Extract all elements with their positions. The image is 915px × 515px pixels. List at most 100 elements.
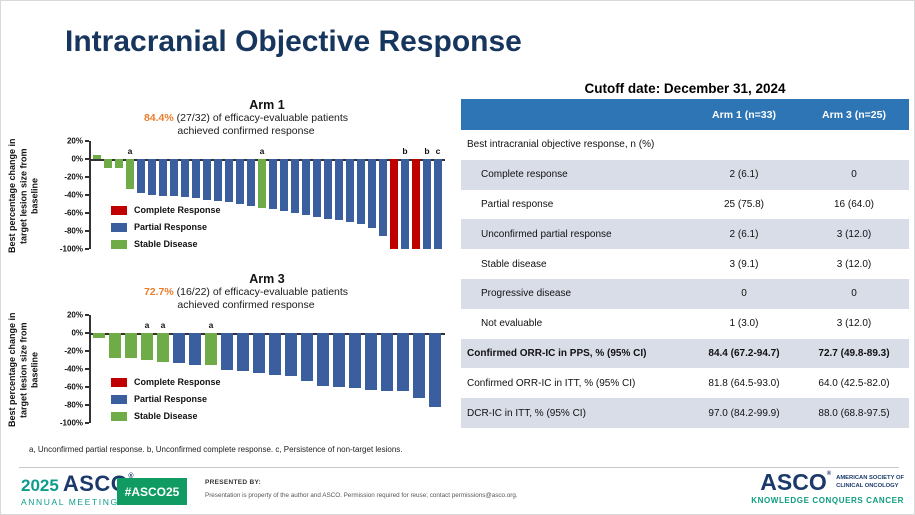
waterfall-bar [258,159,266,208]
waterfall-bar [104,159,112,168]
value-arm1: 81.8 (64.5-93.0) [708,377,780,389]
y-axis-tick-mark [85,422,89,424]
value-arm3: 88.0 (68.8-97.5) [818,407,890,419]
waterfall-bar [302,159,310,215]
table-row: Confirmed ORR-IC in PPS, % (95% CI) 84.4 … [461,338,909,369]
legend-label: Partial Response [134,222,208,232]
waterfall-bar [285,333,297,377]
waterfall-bar [333,333,345,387]
table-body: Best intracranial objective response, n … [461,130,909,428]
waterfall-bar [157,333,169,362]
value-arm1: 84.4 (67.2-94.7) [708,347,780,359]
value-arm3: 0 [851,288,857,300]
y-axis-tick-label: -60% [64,382,83,392]
legend-swatch [111,205,127,215]
asco-tagline: KNOWLEDGE CONQUERS CANCER [751,496,904,505]
y-axis-tick-mark [85,332,89,334]
permission-disclaimer: Presentation is property of the author a… [205,492,518,499]
legend-label: Stable Disease [134,411,198,421]
legend-label: Complete Response [134,377,221,387]
legend-item: Complete Response [111,377,221,387]
waterfall-bar [313,159,321,217]
legend-swatch [111,411,127,421]
value-arm3: 3 (12.0) [836,258,872,270]
waterfall-bar [379,159,387,237]
value-arm1: 97.0 (84.2-99.9) [708,407,780,419]
waterfall-bar [159,159,167,196]
waterfall-bar [126,159,134,189]
row-label: Stable disease [481,258,547,270]
table-row: Unconfirmed partial response 2 (6.1) 3 (12… [461,219,909,250]
y-axis-tick-label: 20% [66,136,83,146]
waterfall-bar [324,159,332,220]
row-label: Complete response [481,169,568,181]
waterfall-bar [365,333,377,390]
legend-swatch [111,222,127,232]
y-axis-tick-mark [85,212,89,214]
y-axis-tick-label: -60% [64,208,83,218]
registered-mark: ® [826,471,832,477]
value-arm1: 25 (75.8) [723,198,765,210]
value-arm3: 64.0 (42.5-82.0) [818,377,890,389]
chart-subtitle-text: (16/22) of efficacy-evaluable patients [173,286,349,298]
y-axis-line [89,141,91,249]
waterfall-bar [423,159,431,249]
waterfall-bar [125,333,137,359]
legend-item: Partial Response [111,394,221,404]
value-arm3: 16 (64.0) [833,198,875,210]
y-axis-tick-label: -40% [64,364,83,374]
waterfall-bar [181,159,189,197]
results-table: Arm 1 (n=33) Arm 3 (n=25) Best intracran… [461,99,909,428]
row-label: Progressive disease [481,288,572,300]
legend-swatch [111,377,127,387]
waterfall-bar [412,159,420,249]
y-axis-tick-label: 0% [71,154,83,164]
table-row: Progressive disease 0 0 [461,278,909,309]
value-arm3: 0 [851,169,857,181]
y-axis-tick-label: -20% [64,346,83,356]
value-arm1: 0 [741,288,747,300]
value-arm3: 72.7 (49.8-89.3) [818,347,890,359]
legend-label: Partial Response [134,394,208,404]
y-axis-tick-mark [85,230,89,232]
waterfall-bar [137,159,145,194]
y-axis-tick-label: 0% [71,328,83,338]
bar-annotation: b [424,146,430,156]
waterfall-bar [291,159,299,213]
y-axis-tick-mark [85,386,89,388]
waterfall-bar [401,159,409,249]
response-rate-highlight: 84.4% [143,112,174,124]
y-axis-tick-mark [85,176,89,178]
waterfall-bar [269,333,281,376]
table-row: Best intracranial objective response, n … [461,130,909,160]
value-arm1: 2 (6.1) [729,228,759,240]
row-label: Best intracranial objective response, n … [467,139,655,151]
waterfall-bar [397,333,409,391]
legend-item: Partial Response [111,222,221,232]
value-arm3: 3 (12.0) [836,228,872,240]
chart-subtitle-line2-arm3: achieved confirmed response [177,299,315,311]
hashtag-badge: #ASCO25 [117,478,187,505]
waterfall-bar [148,159,156,195]
legend-item: Stable Disease [111,239,221,249]
table-row: Not evaluable 1 (3.0) 3 (12.0) [461,308,909,339]
legend-swatch [111,239,127,249]
legend-item: Complete Response [111,205,221,215]
waterfall-bar [434,159,442,249]
y-axis-tick-mark [85,368,89,370]
chart-subtitle-arm1: 84.4% (27/32) of efficacy-evaluable pati… [26,112,466,124]
waterfall-bar [237,333,249,371]
chart-plot-area-arm3: 20% 0% -20% -40% -60% -80% -100% a a a Complete Re… [60,311,447,428]
table-row: Confirmed ORR-IC in ITT, % (95% CI) 81.8 … [461,368,909,399]
waterfall-bar [93,333,105,339]
table-row: DCR-IC in ITT, % (95% CI) 97.0 (84.2-99.9… [461,398,909,428]
y-axis-tick-mark [85,314,89,316]
y-axis-tick-mark [85,194,89,196]
waterfall-bar [170,159,178,196]
waterfall-bar [141,333,153,360]
row-label: DCR-IC in ITT, % (95% CI) [467,407,586,419]
bar-annotation: b [402,146,408,156]
bar-annotation: c [435,146,441,156]
y-axis-tick-label: -80% [64,400,83,410]
